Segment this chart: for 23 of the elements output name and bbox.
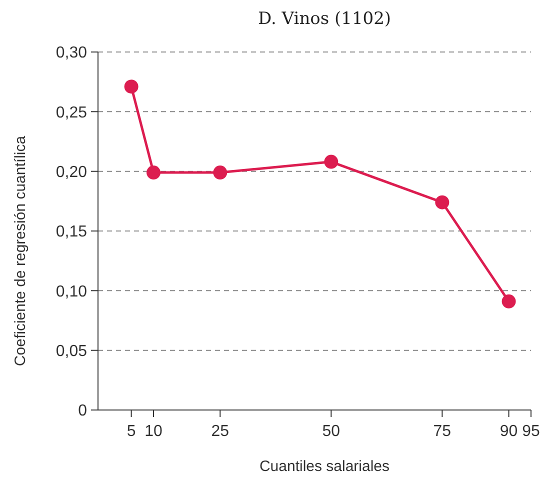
y-tick-label: 0,15 (56, 224, 88, 241)
y-tick-label: 0,10 (56, 283, 88, 300)
x-tick-label: 50 (322, 423, 340, 440)
chart-title: D. Vinos (1102) (258, 9, 392, 29)
x-tick-label: 5 (126, 423, 136, 440)
x-tick-label: 25 (211, 423, 230, 440)
y-axis-title: Coeficiente de regresión cuantílica (12, 135, 29, 366)
y-tick-label: 0 (78, 402, 88, 420)
y-tick-label: 0,30 (56, 44, 88, 62)
x-tick-label: 95 (522, 423, 540, 440)
point (146, 166, 161, 180)
x-tick-label: 75 (433, 423, 452, 440)
point (435, 195, 450, 210)
y-tick-label: 0,05 (56, 342, 88, 360)
point (324, 154, 338, 169)
y-tick-label: 0,20 (56, 164, 88, 181)
y-tick-label: 0,25 (56, 104, 88, 122)
x-tick-label: 90 (500, 423, 518, 440)
x-axis-title: Cuantiles salariales (259, 458, 390, 475)
point (213, 166, 228, 180)
x-tick-label: 10 (144, 423, 163, 440)
point (502, 294, 516, 308)
point (124, 80, 138, 94)
